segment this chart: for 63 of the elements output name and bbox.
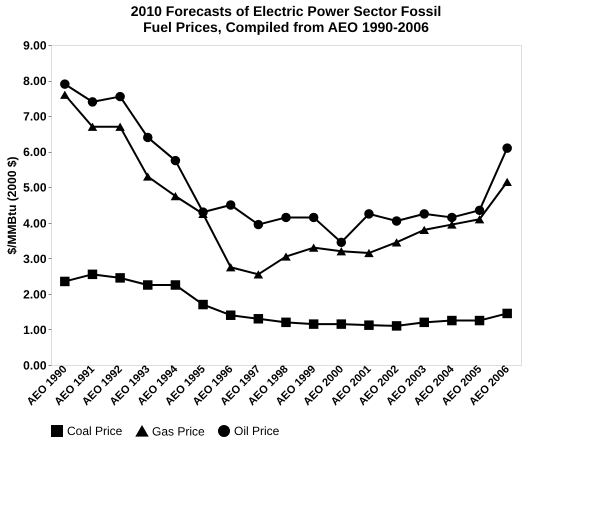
y-tick-label: 0.00 (23, 358, 47, 372)
point (60, 276, 70, 286)
point (502, 308, 512, 318)
point (170, 192, 180, 200)
y-tick-label: 2.00 (23, 287, 47, 302)
point (447, 212, 457, 222)
point (336, 247, 346, 256)
point (226, 263, 236, 272)
point (392, 216, 402, 226)
point (226, 310, 236, 320)
point (254, 270, 264, 278)
point (115, 92, 125, 102)
point (502, 143, 512, 153)
point (392, 238, 402, 246)
point (115, 273, 125, 283)
point (364, 248, 374, 258)
y-tick-label: 7.00 (23, 110, 47, 124)
point (474, 206, 484, 216)
point (88, 270, 98, 280)
point (336, 238, 346, 248)
y-tick-label: 1.00 (23, 322, 47, 337)
point (281, 318, 291, 328)
point (143, 280, 153, 290)
point (170, 280, 180, 290)
point (143, 172, 153, 181)
point (392, 321, 402, 331)
chart-title: 2010 Forecasts of Electric Power Sector Fossil Fuel Prices, Compiled from AEO 1990-2006 (130, 3, 442, 35)
point (254, 314, 264, 324)
y-tick-label: 8.00 (23, 74, 47, 88)
point (419, 226, 429, 234)
point (115, 122, 125, 131)
point (281, 212, 291, 222)
point (226, 200, 236, 210)
point (60, 79, 70, 89)
point (88, 97, 98, 107)
point (364, 320, 374, 330)
legend-label: Oil Price (234, 424, 280, 438)
y-axis-title: $/MMBtu (2000 $) (5, 156, 20, 255)
point (308, 244, 318, 252)
point (474, 215, 484, 224)
point (474, 316, 484, 326)
y-tick-label: 6.00 (23, 145, 47, 160)
y-tick-label: 4.00 (23, 216, 47, 230)
point (60, 90, 70, 99)
point (308, 319, 318, 329)
legend-label: Coal Price (67, 424, 123, 438)
point (143, 132, 153, 142)
point (447, 316, 457, 326)
point (502, 178, 512, 186)
point (281, 252, 291, 261)
y-tick-label: 5.00 (23, 180, 47, 195)
point (336, 319, 346, 329)
point (364, 209, 374, 219)
point (308, 212, 318, 222)
point (254, 220, 264, 230)
y-tick-label: 3.00 (23, 252, 47, 266)
point (170, 156, 180, 166)
point (88, 122, 98, 131)
point (198, 300, 208, 310)
point (419, 209, 429, 219)
y-tick-label: 9.00 (23, 38, 47, 52)
point (419, 318, 429, 328)
legend-label: Gas Price (152, 424, 206, 438)
